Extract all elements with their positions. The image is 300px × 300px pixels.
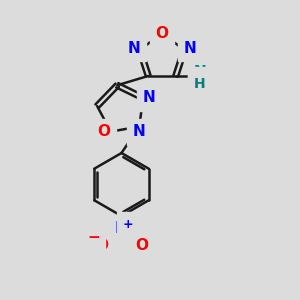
- Text: −: −: [87, 230, 100, 244]
- Text: H: H: [194, 77, 206, 91]
- Text: O: O: [155, 26, 169, 41]
- Text: O: O: [98, 124, 111, 139]
- Text: N: N: [194, 65, 206, 80]
- Text: N: N: [183, 41, 196, 56]
- Text: N: N: [142, 91, 155, 106]
- Text: N: N: [128, 41, 141, 56]
- Text: N: N: [115, 221, 128, 236]
- Text: O: O: [95, 238, 108, 253]
- Text: H: H: [199, 73, 211, 87]
- Text: N: N: [133, 124, 146, 140]
- Text: O: O: [135, 238, 148, 253]
- Text: +: +: [123, 218, 134, 231]
